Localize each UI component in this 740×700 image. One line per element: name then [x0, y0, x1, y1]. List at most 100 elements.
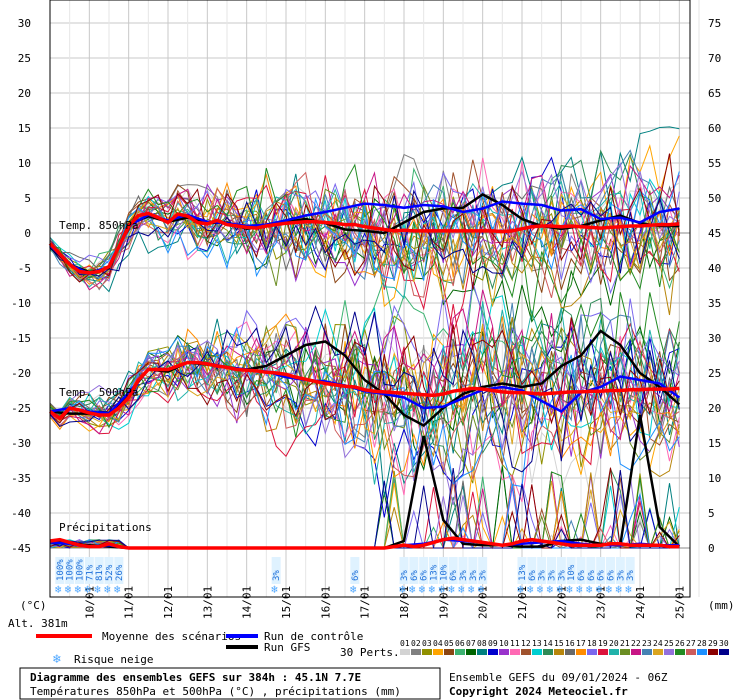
snowflake-icon: ❄	[52, 652, 61, 667]
pert-number-16: 16	[565, 639, 575, 648]
pert-swatch-23	[642, 649, 652, 655]
legend-gfs-label: Run GFS	[264, 641, 310, 654]
snowflake-icon: ❄	[468, 583, 475, 596]
pert-swatch-27	[686, 649, 696, 655]
t500-label: Temp. 500hPa	[59, 386, 138, 399]
snow-risk-bg	[350, 557, 360, 584]
date-tick-label: 17/01	[359, 586, 372, 619]
snowflake-icon: ❄	[625, 583, 632, 596]
pert-number-19: 19	[598, 639, 608, 648]
pert-number-30: 30	[719, 639, 729, 648]
right-tick-label: 35	[708, 297, 721, 310]
pert-number-10: 10	[499, 639, 509, 648]
snowflake-icon: ❄	[478, 583, 485, 596]
perturbation-26-t500	[49, 292, 680, 446]
snow-risk-bg	[556, 557, 566, 584]
pert-number-27: 27	[686, 639, 696, 648]
pert-number-22: 22	[631, 639, 641, 648]
footer-subtitle: Températures 850hPa et 500hPa (°C) , pré…	[30, 685, 401, 698]
right-tick-label: 50	[708, 192, 721, 205]
date-tick-label: 15/01	[280, 586, 293, 619]
snow-risk-pct: 3%	[459, 570, 469, 581]
pert-swatch-20	[609, 649, 619, 655]
pert-swatch-28	[697, 649, 707, 655]
snow-risk-pct: 6%	[606, 570, 616, 581]
snowflake-icon: ❄	[409, 583, 416, 596]
right-tick-label: 45	[708, 227, 721, 240]
snow-risk-pct: 6%	[410, 570, 420, 581]
pert-number-25: 25	[664, 639, 674, 648]
snowflake-icon: ❄	[84, 583, 91, 596]
snow-risk-pct: 3%	[616, 570, 626, 581]
pert-swatch-01	[400, 649, 410, 655]
snow-risk-bg	[478, 557, 488, 584]
snow-risk-bg	[605, 557, 615, 584]
right-tick-label: 0	[708, 542, 715, 555]
snowflake-icon: ❄	[596, 583, 603, 596]
pert-number-14: 14	[543, 639, 553, 648]
right-tick-label: 10	[708, 472, 721, 485]
perturbation-30-t850	[49, 189, 680, 277]
left-axis-ticks: 30 25 20 15 10 5 0 -5 -10 -15 -20 -25 -30 -35 -40 -45	[11, 17, 31, 555]
perturbation-20-t500	[49, 301, 680, 485]
snow-risk-bg	[84, 557, 94, 584]
mean-precip-line	[49, 536, 680, 550]
snowflake-icon: ❄	[576, 583, 583, 596]
snow-risk-pct: 81%	[95, 564, 105, 581]
left-axis-unit: (°C)	[20, 599, 47, 612]
snow-risk-bg	[104, 557, 114, 584]
snowflake-icon: ❄	[271, 583, 278, 596]
pert-swatch-25	[664, 649, 674, 655]
right-tick-label: 70	[708, 52, 721, 65]
pert-number-28: 28	[697, 639, 707, 648]
date-tick-label: 10/01	[83, 586, 96, 619]
pert-number-24: 24	[653, 639, 663, 648]
perturbation-24-t500	[49, 323, 680, 445]
left-tick-label: 0	[24, 227, 31, 240]
perturbation-8-t850	[49, 126, 680, 293]
snow-risk-markers: 100%❄100%❄100%❄71%❄81%❄52%❄26%❄3%❄6%❄3%❄…	[55, 557, 636, 596]
snowflake-icon: ❄	[399, 583, 406, 596]
snow-risk-pct: 3%	[538, 570, 548, 581]
date-tick-label: 25/01	[673, 586, 686, 619]
left-tick-label: 25	[18, 52, 31, 65]
pert-number-05: 05	[444, 639, 454, 648]
pert-number-21: 21	[620, 639, 630, 648]
left-tick-label: 20	[18, 87, 31, 100]
mean-t850-line	[48, 211, 680, 275]
legend-mean-label: Moyenne des scénarios	[102, 630, 241, 643]
pert-number-26: 26	[675, 639, 685, 648]
snow-risk-bg	[399, 557, 409, 584]
pert-swatch-18	[587, 649, 597, 655]
pert-number-20: 20	[609, 639, 619, 648]
snowflake-icon: ❄	[55, 583, 62, 596]
snowflake-icon: ❄	[74, 583, 81, 596]
right-tick-label: 75	[708, 17, 721, 30]
pert-number-08: 08	[477, 639, 487, 648]
snowflake-icon: ❄	[350, 583, 357, 596]
snow-risk-pct: 100%	[56, 559, 66, 581]
pert-swatch-22	[631, 649, 641, 655]
snow-risk-pct: 6%	[577, 570, 587, 581]
right-tick-label: 40	[708, 262, 721, 275]
right-tick-label: 60	[708, 122, 721, 135]
pert-swatch-02	[411, 649, 421, 655]
left-tick-label: 30	[18, 17, 31, 30]
footer-ensemble: Ensemble GEFS du 09/01/2024 - 06Z	[449, 671, 668, 684]
right-tick-label: 15	[708, 437, 721, 450]
snow-risk-pct: 52%	[105, 564, 115, 581]
left-tick-label: -20	[11, 367, 31, 380]
snowflake-icon: ❄	[527, 583, 534, 596]
pert-swatch-30	[719, 649, 729, 655]
snow-risk-pct: 6%	[449, 570, 459, 581]
right-tick-label: 65	[708, 87, 721, 100]
pert-swatch-26	[675, 649, 685, 655]
pert-swatch-12	[521, 649, 531, 655]
date-tick-label: 13/01	[201, 586, 214, 619]
legend-perts-label: 30 Perts.	[340, 646, 400, 659]
snowflake-icon: ❄	[566, 583, 573, 596]
snowflake-icon: ❄	[458, 583, 465, 596]
snowflake-icon: ❄	[65, 583, 72, 596]
